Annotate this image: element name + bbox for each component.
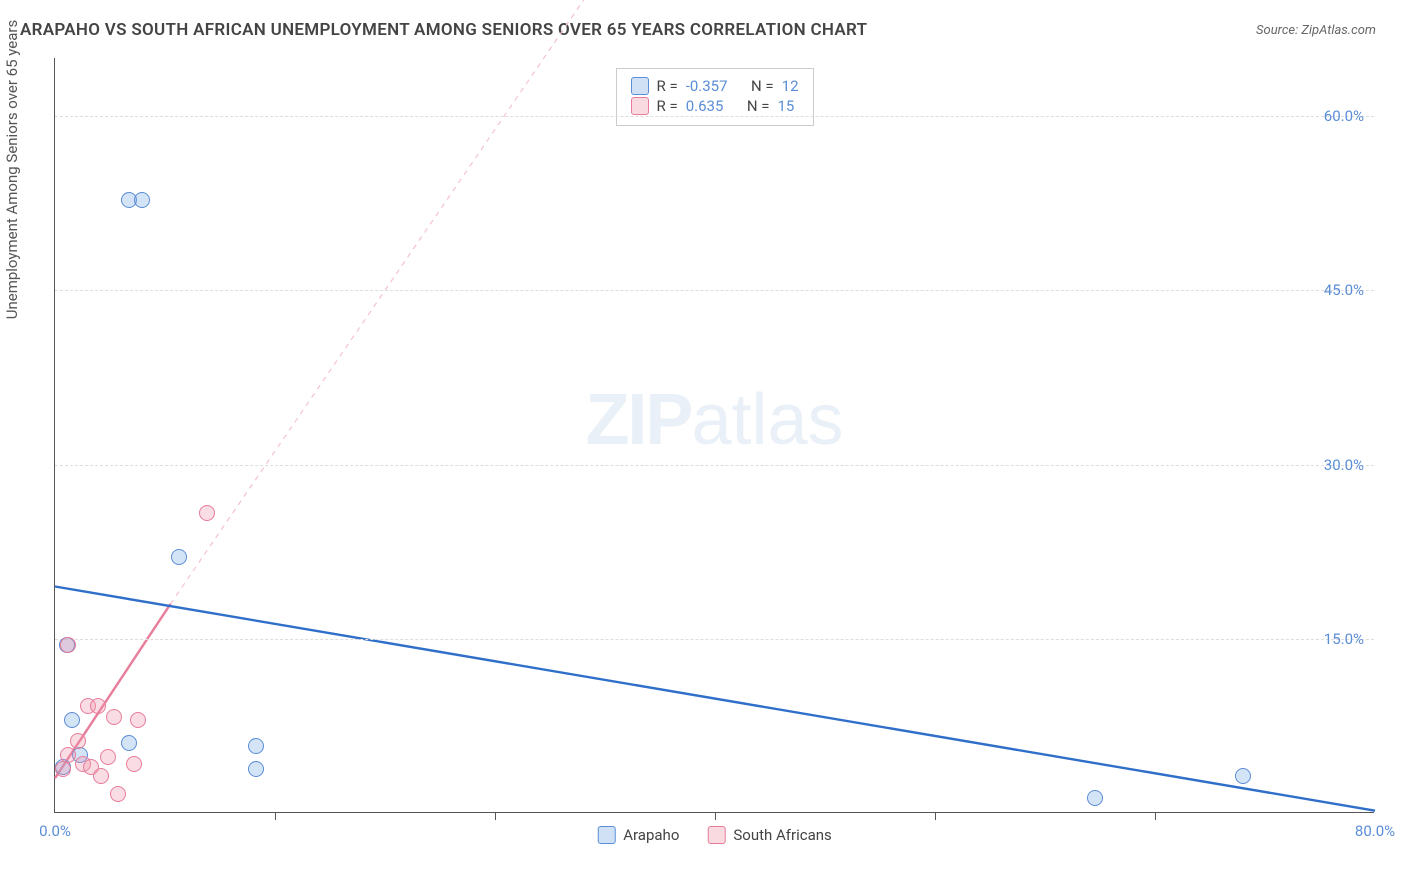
stat-R-sa: 0.635 <box>686 97 724 115</box>
data-point <box>110 786 126 802</box>
chart-area: Unemployment Among Seniors over 65 years… <box>0 50 1406 870</box>
swatch-sa <box>630 97 648 115</box>
stats-box: R = -0.357 N = 12 R = 0.635 N = 15 <box>615 68 813 126</box>
data-point <box>60 747 76 763</box>
data-point <box>64 712 80 728</box>
gridline-y <box>55 116 1374 117</box>
stats-row-arapaho: R = -0.357 N = 12 <box>630 77 798 95</box>
legend-label-sa: South Africans <box>733 826 831 844</box>
data-point <box>55 761 71 777</box>
gridline-y <box>55 465 1374 466</box>
chart-title: ARAPAHO VS SOUTH AFRICAN UNEMPLOYMENT AM… <box>20 20 867 40</box>
data-point <box>93 768 109 784</box>
ytick-label: 15.0% <box>1324 630 1376 648</box>
xtick-label: 0.0% <box>39 822 71 840</box>
data-point <box>121 735 137 751</box>
tick-x <box>935 812 936 820</box>
stat-R-arapaho: -0.357 <box>686 77 728 95</box>
data-point <box>106 709 122 725</box>
tick-x <box>495 812 496 820</box>
data-point <box>248 761 264 777</box>
source-label: Source: ZipAtlas.com <box>1256 23 1376 38</box>
stat-R-label: R = <box>656 97 677 115</box>
stat-N-sa: 15 <box>777 97 794 115</box>
legend-swatch-arapaho <box>597 826 615 844</box>
swatch-arapaho <box>630 77 648 95</box>
legend-swatch-sa <box>707 826 725 844</box>
tick-x <box>275 812 276 820</box>
trend-line <box>55 587 1375 811</box>
trend-line <box>171 0 600 604</box>
data-point <box>171 549 187 565</box>
plot-region: ZIPatlas R = -0.357 N = 12 R = 0.635 N =… <box>54 58 1374 813</box>
ytick-label: 30.0% <box>1324 456 1376 474</box>
legend-sa: South Africans <box>707 826 831 844</box>
stats-row-sa: R = 0.635 N = 15 <box>630 97 798 115</box>
legend-arapaho: Arapaho <box>597 826 679 844</box>
ytick-label: 45.0% <box>1324 281 1376 299</box>
tick-x <box>715 812 716 820</box>
stat-N-arapaho: 12 <box>782 77 799 95</box>
data-point <box>126 756 142 772</box>
xtick-label: 80.0% <box>1355 822 1395 840</box>
trendlines-layer <box>55 58 1375 813</box>
data-point <box>134 192 150 208</box>
y-axis-title: Unemployment Among Seniors over 65 years <box>3 20 21 319</box>
data-point <box>90 698 106 714</box>
stat-R-label: R = <box>656 77 677 95</box>
stat-N-label: N = <box>747 97 770 115</box>
data-point <box>1087 790 1103 806</box>
gridline-y <box>55 290 1374 291</box>
data-point <box>100 749 116 765</box>
ytick-label: 60.0% <box>1324 107 1376 125</box>
data-point <box>199 505 215 521</box>
data-point <box>1235 768 1251 784</box>
data-point <box>130 712 146 728</box>
tick-x <box>1155 812 1156 820</box>
data-point <box>248 738 264 754</box>
legend-label-arapaho: Arapaho <box>623 826 679 844</box>
data-point <box>60 637 76 653</box>
gridline-y <box>55 639 1374 640</box>
data-point <box>70 733 86 749</box>
stat-N-label: N = <box>751 77 774 95</box>
legend: Arapaho South Africans <box>597 826 832 844</box>
